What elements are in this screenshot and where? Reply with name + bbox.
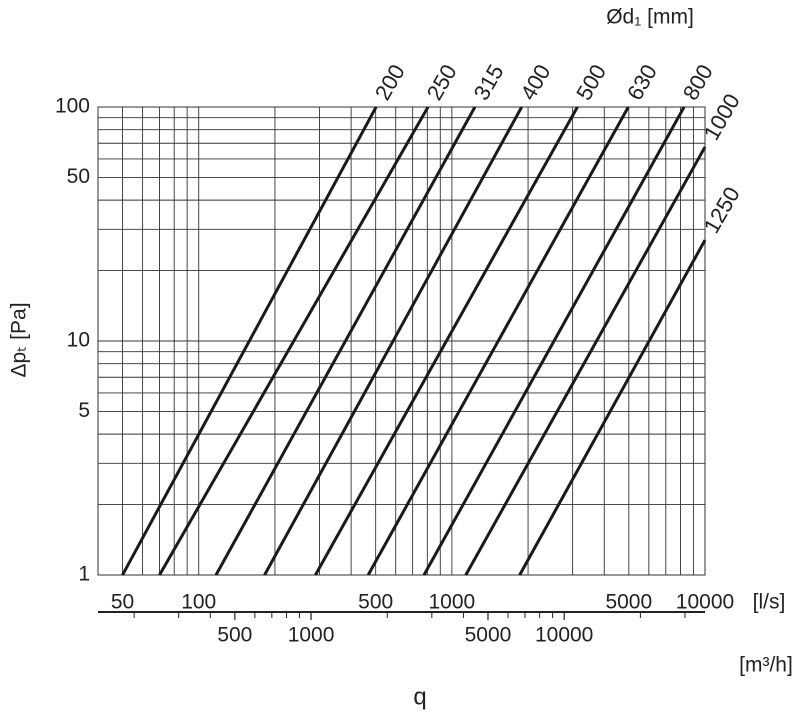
x-tick-label: 50 [111,591,134,614]
legend-label: 500 [571,60,611,104]
x2-tick-label: 500 [217,624,252,647]
x2-tick-label: 10000 [535,624,593,647]
legend-label: 800 [678,60,718,104]
x-axis-label: q [413,683,426,710]
x2-tick-label: 5000 [465,624,512,647]
legend-title: Ød₁ [mm] [606,6,694,29]
y-axis-label: Δpₜ [Pa] [8,302,31,377]
y-tick-label: 1 [78,563,90,586]
x-tick-label: 500 [358,591,393,614]
diameter-line [464,146,707,576]
legend-label: 1250 [699,183,745,238]
x-unit: [l/s] [753,591,786,614]
diameter-line [366,106,630,576]
y-tick-label: 5 [78,399,90,422]
diameter-line [158,106,430,576]
legend-label: 630 [622,60,662,104]
legend-label: 200 [370,60,410,104]
legend-label: 250 [422,60,462,104]
diameter-line [422,106,686,576]
x-tick-label: 5000 [605,591,652,614]
diameter-line [314,106,579,576]
diameter-line [518,239,707,576]
legend-label: 1000 [699,89,745,144]
diameter-line [263,106,523,576]
y-tick-label: 100 [55,95,90,118]
x2-unit: [m³/h] [739,654,793,677]
x-tick-label: 100 [181,591,216,614]
x-tick-label: 1000 [429,591,476,614]
legend-label: 400 [515,60,555,104]
y-tick-label: 10 [67,329,90,352]
diameter-line [121,106,378,576]
x-tick-label: 10000 [676,591,734,614]
x2-tick-label: 1000 [288,624,335,647]
legend-label: 315 [469,60,509,104]
y-tick-label: 50 [67,165,90,188]
diameter-line [214,106,477,576]
